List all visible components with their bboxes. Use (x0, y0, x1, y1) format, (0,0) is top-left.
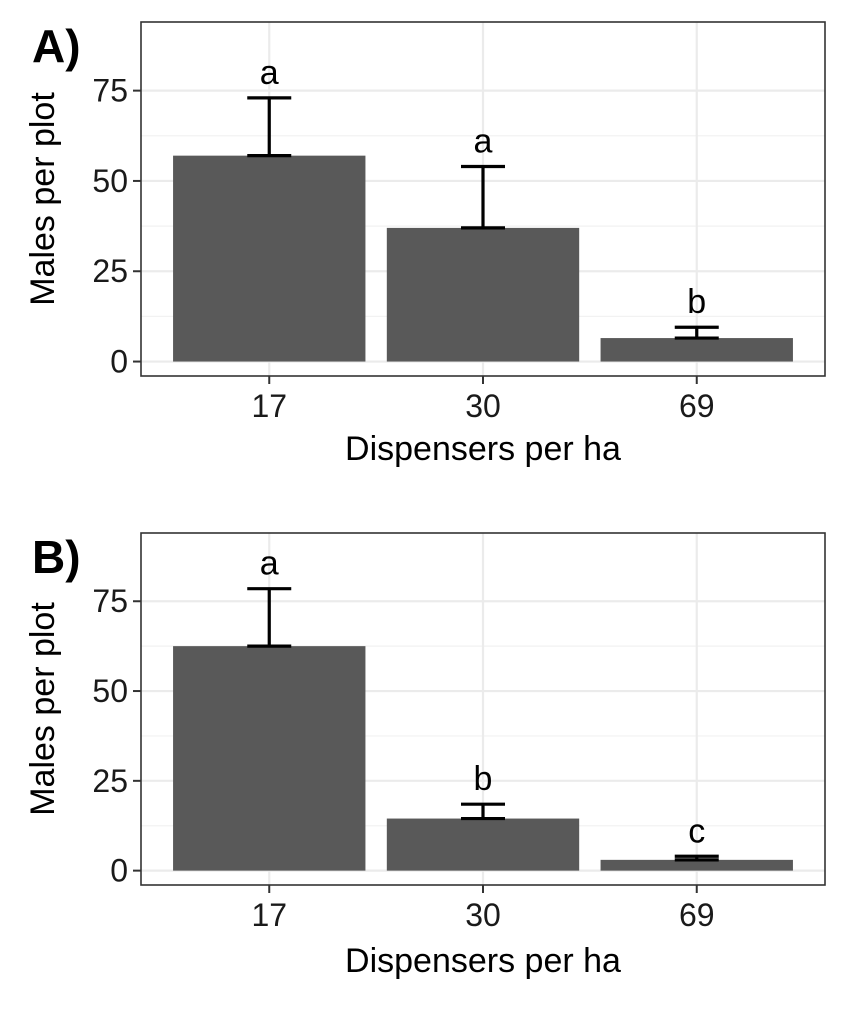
error-bar-30 (461, 164, 505, 230)
error-bar-17 (247, 587, 292, 648)
significance-label: a (260, 54, 279, 92)
bar-69 (600, 338, 793, 362)
error-bar-69 (674, 325, 719, 340)
significance-label: b (687, 283, 706, 321)
error-bar-17 (247, 96, 292, 158)
bar-69 (600, 859, 793, 871)
x-tick-label: 69 (679, 388, 715, 424)
x-tick-label: 30 (465, 897, 501, 933)
y-axis-title: Males per plot (24, 602, 62, 816)
y-tick-label: 0 (110, 344, 128, 380)
bar-30 (386, 818, 580, 871)
y-tick-label: 50 (92, 163, 128, 199)
x-axis-title: Dispensers per ha (345, 942, 621, 980)
x-tick-label: 17 (251, 388, 287, 424)
significance-label: b (474, 760, 493, 798)
significance-label: c (688, 812, 705, 850)
x-tick-label: 30 (465, 388, 501, 424)
x-tick-label: 69 (679, 897, 715, 933)
y-tick-label: 0 (110, 853, 128, 889)
x-axis-title: Dispensers per ha (345, 430, 621, 468)
bar-30 (386, 227, 580, 362)
y-axis-title: Males per plot (24, 92, 62, 306)
y-tick-label: 25 (92, 763, 128, 799)
error-bar-30 (461, 802, 505, 821)
panel-label: B) (32, 531, 81, 583)
bar-17 (173, 155, 366, 362)
chart-panel-b: a b c 0 25 50 75 17 30 69 Dispensers per ha Males p… (24, 531, 826, 980)
chart-panel-a: a a b 0 25 50 75 17 30 69 Dispensers per ha Males p… (24, 20, 826, 468)
panel-label: A) (32, 20, 81, 72)
y-tick-label: 75 (92, 583, 128, 619)
error-bar-69 (674, 854, 719, 862)
significance-label: a (260, 545, 279, 583)
y-tick-label: 50 (92, 673, 128, 709)
significance-label: a (474, 122, 493, 160)
y-tick-label: 25 (92, 253, 128, 289)
x-tick-label: 17 (251, 897, 287, 933)
y-tick-label: 75 (92, 73, 128, 109)
bar-17 (173, 646, 366, 871)
